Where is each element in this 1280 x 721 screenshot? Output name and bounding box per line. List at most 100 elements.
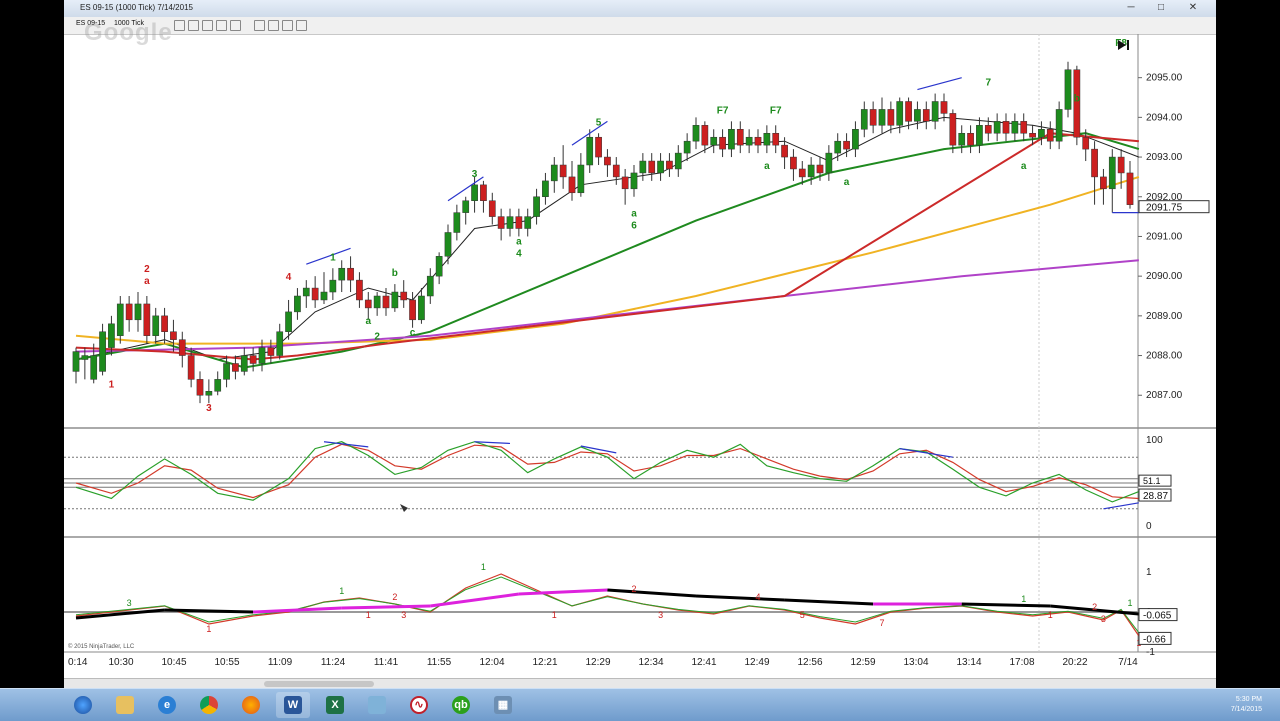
taskbar-word[interactable]: W [276, 692, 310, 718]
macd-average-line [253, 606, 342, 614]
macd-label: 1 [366, 610, 371, 620]
candle-body [852, 129, 859, 150]
taskbar-excel[interactable]: X [318, 692, 352, 718]
minimize-button[interactable]: ─ [1127, 2, 1135, 13]
zoom-in-icon[interactable] [188, 20, 199, 31]
candle-body [719, 136, 726, 150]
draw-ray-icon[interactable] [268, 20, 279, 31]
candle-body [320, 291, 328, 301]
draw-line-icon[interactable] [254, 20, 265, 31]
instrument-selector[interactable]: ES 09-15 [76, 20, 106, 27]
time-tick-label: 20:22 [1062, 657, 1087, 668]
wave-label: 5 [596, 117, 602, 128]
taskbar-files[interactable] [360, 692, 394, 718]
candle-body [736, 129, 744, 146]
draw-text-icon[interactable] [282, 20, 293, 31]
clock-date: 7/14/2015 [1230, 706, 1262, 713]
candle-body [258, 347, 266, 364]
stoch-tick-label: 0 [1146, 521, 1152, 532]
candle-body [99, 331, 106, 372]
stoch-trend-line [1103, 502, 1139, 510]
price-tick-label: 2087.00 [1146, 390, 1183, 401]
horizontal-scrollbar[interactable] [64, 678, 1216, 688]
candle-body [1002, 121, 1010, 134]
macd-tick-label: -1 [1146, 647, 1155, 658]
start-button[interactable] [66, 692, 100, 718]
time-tick-label: 0:14 [68, 657, 88, 668]
word-icon: W [284, 696, 302, 714]
price-tick-label: 2092.00 [1146, 192, 1183, 203]
wave-label: a [844, 177, 850, 188]
candle-body [480, 184, 487, 201]
wave-label: 1 [109, 379, 115, 390]
candle-body [72, 351, 80, 372]
candle-body [276, 331, 284, 356]
price-tick-label: 2091.00 [1146, 231, 1183, 242]
scroll-to-end-icon[interactable] [1118, 40, 1129, 50]
candle-body [302, 287, 310, 297]
taskbar-chrome[interactable] [192, 692, 226, 718]
price-tick-label: 2089.00 [1146, 311, 1183, 322]
wave-label: a [764, 161, 770, 172]
close-button[interactable]: ✕ [1188, 2, 1198, 13]
internet-explorer-icon: e [158, 696, 176, 714]
macd-average-line [961, 602, 1051, 608]
copyright-text: © 2015 NinjaTrader, LLC [68, 643, 135, 650]
candle-body [763, 132, 771, 146]
stoch-readout: 28.87 [1143, 491, 1168, 502]
candle-body [1091, 148, 1098, 178]
candle-body [249, 355, 257, 364]
price-tick-label: 2095.00 [1146, 73, 1183, 84]
time-tick-label: 11:55 [427, 657, 452, 668]
candle-body [134, 303, 142, 321]
wave-label: 8 [1110, 173, 1116, 184]
candle-body [108, 323, 115, 348]
candle-body [356, 279, 363, 301]
zoom-out-icon[interactable] [202, 20, 213, 31]
taskbar-ninja[interactable]: ∿ [402, 692, 436, 718]
calculator-icon: ▦ [494, 696, 512, 714]
candle-body [116, 303, 124, 336]
taskbar-quickbooks[interactable]: qb [444, 692, 478, 718]
wave-label: a [366, 316, 372, 327]
taskbar-firefox[interactable] [234, 692, 268, 718]
taskbar-explorer[interactable] [108, 692, 142, 718]
wave-label: a [631, 209, 637, 220]
candle-body [471, 184, 478, 201]
candle-body [940, 101, 948, 114]
taskbar-ie[interactable]: e [150, 692, 184, 718]
macd-average-line [695, 594, 785, 602]
macd-label: 2 [392, 592, 397, 602]
price-chart[interactable]: 2095.00 2094.00 2093.00 2092.00 2091.00 2090.… [64, 0, 1216, 678]
candle-body [790, 156, 797, 170]
maximize-button[interactable]: □ [1157, 2, 1165, 13]
candle-body [1029, 132, 1036, 138]
candle-body [453, 212, 461, 233]
candle-body [550, 164, 558, 182]
time-tick-label: 12:04 [479, 657, 504, 668]
candle-body [586, 136, 594, 166]
crosshair-icon[interactable] [296, 20, 307, 31]
time-tick-label: 11:24 [321, 657, 346, 668]
indicators-icon[interactable] [216, 20, 227, 31]
bar-type-icon[interactable] [174, 20, 185, 31]
scrollbar-thumb[interactable] [264, 681, 374, 687]
candle-body [816, 164, 824, 174]
candle-body [409, 299, 416, 321]
wave-label: 2 [374, 332, 380, 343]
strategies-icon[interactable] [230, 20, 241, 31]
stoch-tick-label: 100 [1146, 435, 1163, 446]
macd-label: 3 [401, 610, 406, 620]
candle-body [488, 200, 496, 217]
candle-body [1073, 69, 1081, 138]
trend-line [917, 77, 962, 91]
stoch-readout-box [1138, 488, 1172, 502]
system-tray[interactable]: 5:30 PM 7/14/2015 [1231, 695, 1262, 715]
time-tick-label: 10:55 [214, 657, 239, 668]
candle-body [205, 391, 213, 396]
candle-body [364, 299, 372, 309]
interval-selector[interactable]: 1000 Tick [114, 20, 144, 27]
wave-label: a [516, 236, 522, 247]
taskbar-calculator[interactable]: ▦ [486, 692, 520, 718]
macd-average-line [1050, 604, 1139, 616]
